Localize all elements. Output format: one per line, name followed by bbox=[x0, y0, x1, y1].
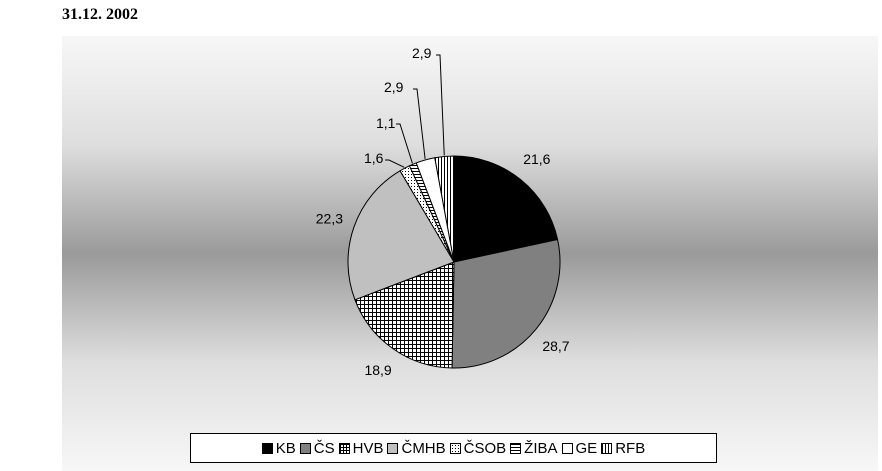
legend-label: KB bbox=[275, 439, 296, 457]
legend-label: RFB bbox=[615, 439, 646, 457]
data-label-hvb: 18,9 bbox=[364, 362, 391, 378]
pie-slice-hvb bbox=[354, 261, 455, 369]
legend-item-čsob: ČSOB bbox=[449, 439, 507, 457]
data-label-rfb: 2,9 bbox=[412, 45, 432, 61]
data-label-čs: 28,7 bbox=[542, 338, 569, 354]
leader-line-ge bbox=[413, 88, 426, 160]
legend-item-žiba: ŽIBA bbox=[510, 439, 558, 457]
data-label-kb: 21,6 bbox=[523, 151, 550, 167]
legend-swatch-čsob bbox=[449, 442, 461, 454]
legend-item-čmhb: ČMHB bbox=[387, 439, 446, 457]
data-label-čsob: 1,6 bbox=[364, 150, 384, 166]
legend-label: ČSOB bbox=[463, 439, 507, 457]
legend-label: HVB bbox=[352, 439, 384, 457]
legend-label: GE bbox=[575, 439, 598, 457]
legend-item-kb: KB bbox=[261, 439, 296, 457]
pie-slice-čs bbox=[451, 238, 561, 369]
legend-swatch-hvb bbox=[338, 442, 350, 454]
legend: KB ČS HVB ČMHB ČSOB ŽIBA GE RFB bbox=[190, 433, 717, 463]
leader-line-rfb bbox=[436, 54, 445, 156]
legend-swatch-ge bbox=[561, 442, 573, 454]
legend-item-čs: ČS bbox=[299, 439, 335, 457]
pie-slice-čmhb bbox=[347, 170, 455, 301]
legend-swatch-kb bbox=[261, 442, 273, 454]
legend-label: ČMHB bbox=[401, 439, 446, 457]
legend-item-ge: GE bbox=[561, 439, 598, 457]
pie-slice-kb bbox=[453, 155, 559, 263]
leader-line-žiba bbox=[396, 123, 413, 164]
legend-label: ŽIBA bbox=[524, 439, 558, 457]
legend-item-hvb: HVB bbox=[338, 439, 384, 457]
legend-swatch-čmhb bbox=[387, 442, 399, 454]
legend-item-rfb: RFB bbox=[601, 440, 645, 457]
legend-swatch-čs bbox=[299, 442, 311, 454]
legend-swatch-rfb bbox=[601, 442, 613, 454]
leader-line-čsob bbox=[385, 159, 405, 168]
legend-label: ČS bbox=[313, 439, 335, 457]
data-label-žiba: 1,1 bbox=[376, 115, 396, 131]
legend-swatch-žiba bbox=[510, 442, 522, 454]
pie-slice-rfb bbox=[434, 155, 455, 263]
data-label-ge: 2,9 bbox=[384, 79, 404, 95]
data-label-čmhb: 22,3 bbox=[316, 210, 343, 226]
page-title: 31.12. 2002 bbox=[62, 6, 138, 23]
